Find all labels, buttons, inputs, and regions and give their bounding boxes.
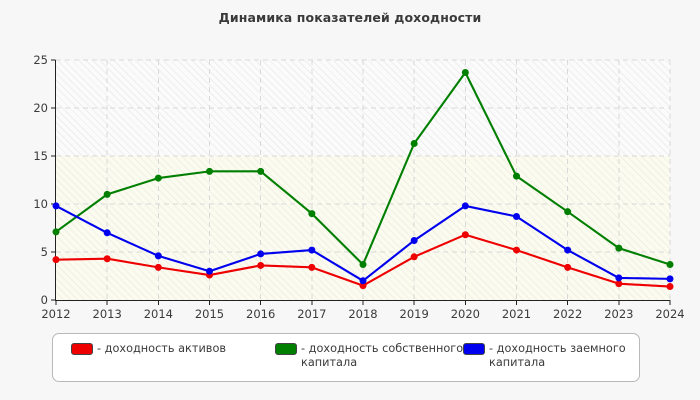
data-point bbox=[666, 283, 674, 291]
data-point bbox=[257, 261, 265, 269]
x-axis-tick-label: 2017 bbox=[297, 307, 327, 321]
data-point bbox=[154, 263, 162, 271]
x-axis-tick-label: 2013 bbox=[92, 307, 122, 321]
data-point bbox=[308, 210, 316, 218]
data-point bbox=[513, 172, 520, 180]
data-point bbox=[564, 263, 572, 271]
x-axis-tick-label: 2018 bbox=[348, 307, 378, 321]
data-point bbox=[666, 260, 674, 268]
y-axis-tick-label: 25 bbox=[33, 52, 48, 67]
data-point bbox=[410, 140, 418, 148]
legend-color-swatch bbox=[463, 343, 485, 355]
data-point bbox=[257, 167, 265, 175]
data-point bbox=[308, 246, 316, 254]
x-axis-tick-label: 2014 bbox=[143, 307, 173, 321]
data-point bbox=[615, 274, 623, 282]
legend-item[interactable]: - доходность собственного капитала bbox=[275, 342, 463, 369]
x-axis-tick-label: 2019 bbox=[399, 307, 429, 321]
data-point bbox=[564, 208, 572, 216]
legend-item-label: - доходность активов bbox=[97, 342, 227, 355]
data-point bbox=[52, 202, 60, 210]
data-point bbox=[666, 275, 674, 283]
data-point bbox=[154, 174, 162, 182]
data-point bbox=[359, 282, 367, 290]
legend: - доходность активов - доходность собстве… bbox=[52, 333, 640, 382]
page-title: Динамика показателей доходности bbox=[218, 10, 482, 25]
data-point bbox=[206, 167, 213, 175]
data-point bbox=[206, 267, 213, 275]
data-point bbox=[513, 246, 520, 254]
legend-item-label: - доходность собственного капитала bbox=[301, 342, 464, 369]
data-point bbox=[52, 256, 60, 264]
legend-item[interactable]: - доходность активов bbox=[71, 342, 226, 356]
data-point bbox=[359, 260, 367, 268]
y-axis-tick-label: 20 bbox=[33, 100, 48, 115]
x-axis-tick-label: 2022 bbox=[553, 307, 583, 321]
x-axis-tick-label: 2020 bbox=[450, 307, 480, 321]
x-axis-tick-label: 2024 bbox=[655, 307, 685, 321]
x-axis-tick-label: 2021 bbox=[501, 307, 532, 321]
data-point bbox=[564, 246, 572, 254]
legend-color-swatch bbox=[275, 343, 297, 355]
data-point bbox=[257, 250, 265, 258]
legend-item-label: - доходность заемного капитала bbox=[489, 342, 626, 369]
y-axis-tick-label: 15 bbox=[33, 148, 48, 163]
data-point bbox=[103, 229, 111, 237]
data-point bbox=[461, 231, 469, 239]
data-point bbox=[615, 280, 623, 288]
data-point bbox=[461, 202, 469, 210]
legend-item[interactable]: - доходность заемного капитала bbox=[463, 342, 626, 369]
y-axis-tick-label: 5 bbox=[40, 244, 48, 259]
plot-svg bbox=[51, 59, 674, 305]
data-point bbox=[513, 212, 520, 220]
x-axis-tick-label: 2016 bbox=[246, 307, 276, 321]
x-axis-tick-label: 2015 bbox=[194, 307, 225, 321]
legend-color-swatch bbox=[71, 343, 93, 355]
data-point bbox=[461, 68, 469, 76]
data-point bbox=[410, 253, 418, 261]
data-point bbox=[103, 255, 111, 263]
y-axis-tick-label: 10 bbox=[33, 196, 48, 211]
data-point bbox=[154, 252, 162, 260]
data-point bbox=[615, 244, 623, 252]
data-point bbox=[308, 263, 316, 271]
data-point bbox=[103, 190, 111, 198]
x-axis-tick-label: 2012 bbox=[41, 307, 71, 321]
plot-area bbox=[51, 59, 674, 305]
data-point bbox=[410, 236, 418, 244]
data-point bbox=[359, 277, 367, 285]
y-axis-tick-label: 0 bbox=[40, 292, 48, 307]
data-point bbox=[52, 228, 60, 236]
x-axis-tick-label: 2023 bbox=[604, 307, 634, 321]
